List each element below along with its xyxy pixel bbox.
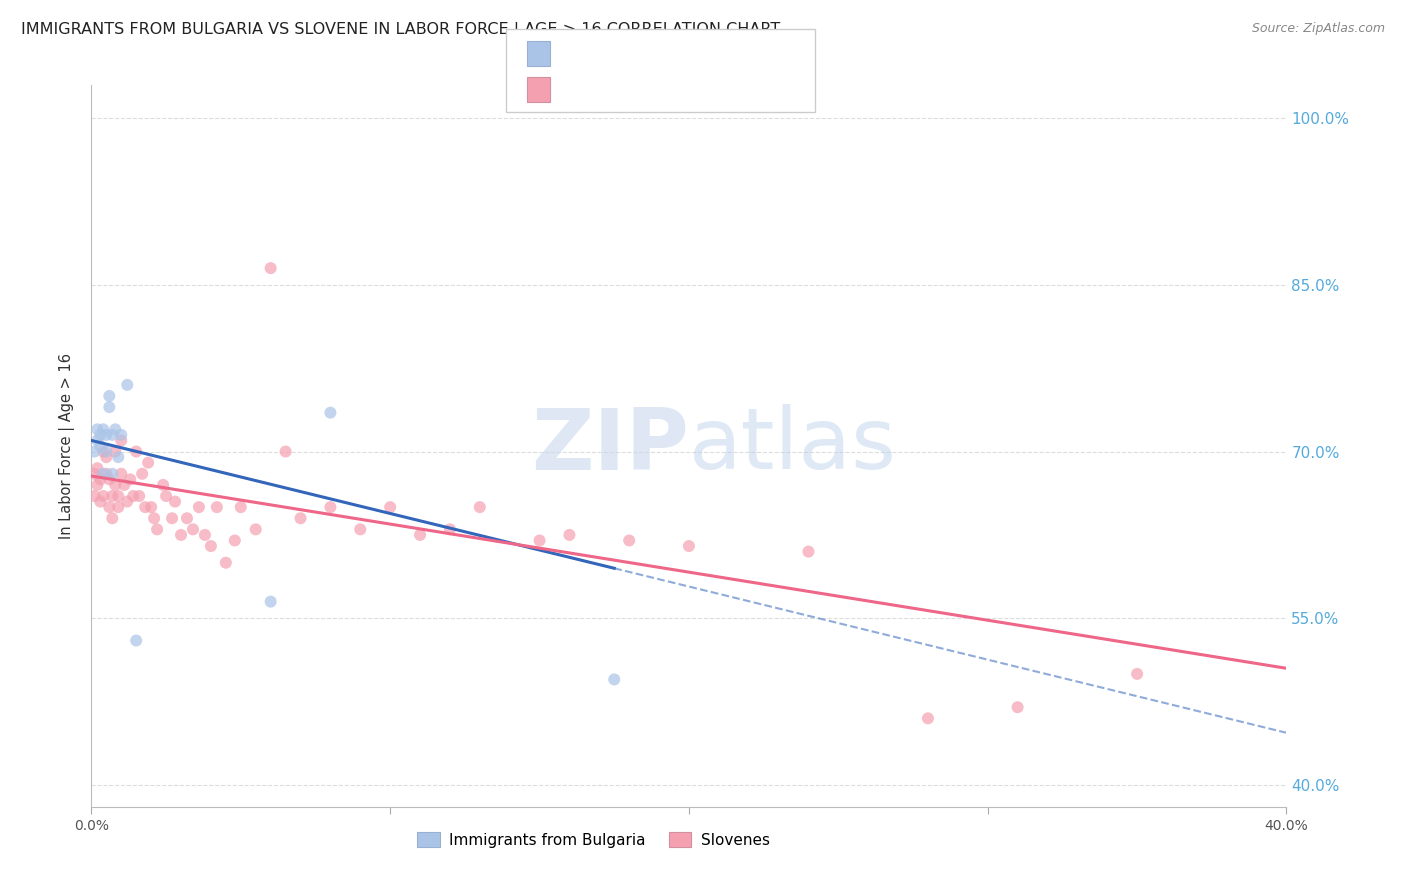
Text: -0.279: -0.279 [591,46,648,61]
Text: N =: N = [662,46,699,61]
Point [96,467,118,481]
Point [349,522,371,536]
Point [245,522,267,536]
Y-axis label: In Labor Force | Age > 16: In Labor Force | Age > 16 [59,353,76,539]
Point [136,456,159,470]
Point [86,478,108,492]
Point [619,533,641,548]
Point [86,434,108,448]
Point [98,500,121,515]
Point [98,400,121,414]
Point [205,500,228,515]
Point [104,444,127,458]
Point [101,489,124,503]
Point [131,467,153,481]
Text: N =: N = [662,82,699,96]
Point [93,444,115,458]
Point [93,489,115,503]
Point [797,544,820,558]
Point [141,500,163,515]
Point [98,389,121,403]
Point [259,594,281,608]
Point [439,522,461,536]
Point [188,500,211,515]
Point [160,511,183,525]
Point [529,533,551,548]
Point [259,261,281,276]
Text: ZIP: ZIP [531,404,689,488]
Point [86,461,108,475]
Point [101,428,124,442]
Point [274,444,297,458]
Point [200,539,222,553]
Point [104,422,127,436]
Point [917,711,939,725]
Point [83,444,105,458]
Point [101,467,124,481]
Point [107,450,129,464]
Point [93,422,115,436]
Point [215,556,238,570]
Point [155,489,177,503]
Point [107,489,129,503]
Point [678,539,700,553]
Text: 65: 65 [693,82,716,96]
Point [194,528,217,542]
Point [96,444,118,458]
Point [110,428,132,442]
Point [83,467,105,481]
Point [86,422,108,436]
Point [1126,666,1149,681]
Text: R =: R = [560,82,595,96]
Point [224,533,246,548]
Point [143,511,166,525]
Point [107,500,129,515]
Point [468,500,491,515]
Point [128,489,150,503]
Point [96,450,118,464]
Point [229,500,252,515]
Text: -0.288: -0.288 [591,82,648,96]
Legend: Immigrants from Bulgaria, Slovenes: Immigrants from Bulgaria, Slovenes [411,826,776,854]
Text: 21: 21 [693,46,716,61]
Point [290,511,312,525]
Point [170,528,193,542]
Point [409,528,432,542]
Point [101,511,124,525]
Point [96,428,118,442]
Point [152,478,174,492]
Point [83,489,105,503]
Point [110,467,132,481]
Text: R =: R = [560,46,595,61]
Point [163,494,186,508]
Point [98,472,121,486]
Point [1007,700,1029,714]
Text: IMMIGRANTS FROM BULGARIA VS SLOVENE IN LABOR FORCE | AGE > 16 CORRELATION CHART: IMMIGRANTS FROM BULGARIA VS SLOVENE IN L… [21,22,780,38]
Point [181,522,204,536]
Point [115,494,138,508]
Point [603,673,626,687]
Point [319,500,342,515]
Point [89,472,111,486]
Point [176,511,198,525]
Text: Source: ZipAtlas.com: Source: ZipAtlas.com [1251,22,1385,36]
Point [93,467,115,481]
Point [146,522,169,536]
Point [125,444,148,458]
Point [122,489,145,503]
Text: atlas: atlas [689,404,897,488]
Point [112,478,135,492]
Point [120,472,142,486]
Point [380,500,402,515]
Point [558,528,581,542]
Point [89,439,111,453]
Point [89,428,111,442]
Point [110,434,132,448]
Point [104,478,127,492]
Point [134,500,156,515]
Point [125,633,148,648]
Point [319,406,342,420]
Point [89,494,111,508]
Point [115,377,138,392]
